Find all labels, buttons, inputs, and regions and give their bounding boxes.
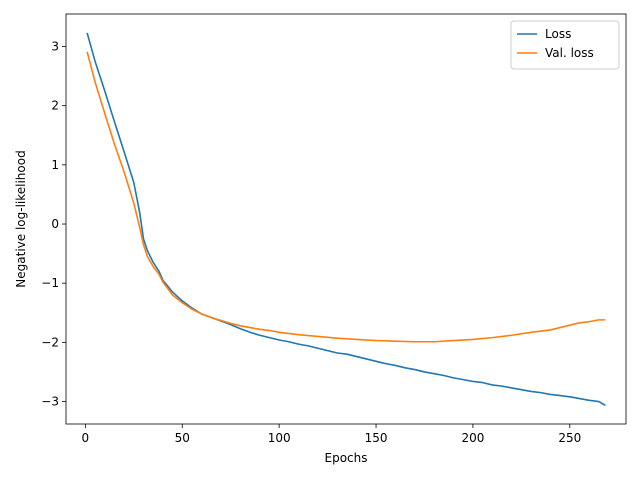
legend-label-val-loss: Val. loss <box>545 46 594 60</box>
axes-frame <box>65 13 627 425</box>
x-tick-label: 250 <box>558 431 581 445</box>
x-axis-label: Epochs <box>325 451 368 465</box>
y-tick-label: 3 <box>51 40 59 54</box>
y-tick-label: −3 <box>41 395 59 409</box>
y-tick-label: 1 <box>51 158 59 172</box>
y-tick-label: 0 <box>51 217 59 231</box>
series-line-val-loss <box>86 51 606 343</box>
y-axis-ticks: −3 −2 −1 0 1 2 3 <box>41 40 66 409</box>
y-tick-label: −2 <box>41 335 59 349</box>
y-axis-label: Negative log-likelihood <box>14 150 28 287</box>
x-tick-label: 50 <box>175 431 190 445</box>
legend-box <box>510 20 620 70</box>
series-lines <box>86 32 606 406</box>
x-axis-ticks: 0 50 100 150 200 250 <box>82 424 581 445</box>
series-line-loss <box>86 32 606 406</box>
legend: Loss Val. loss <box>510 20 620 70</box>
legend-label-loss: Loss <box>545 27 571 41</box>
x-tick-label: 150 <box>365 431 388 445</box>
x-tick-label: 0 <box>82 431 90 445</box>
y-tick-label: −1 <box>41 276 59 290</box>
x-tick-label: 100 <box>268 431 291 445</box>
y-tick-label: 2 <box>51 99 59 113</box>
x-tick-label: 200 <box>461 431 484 445</box>
